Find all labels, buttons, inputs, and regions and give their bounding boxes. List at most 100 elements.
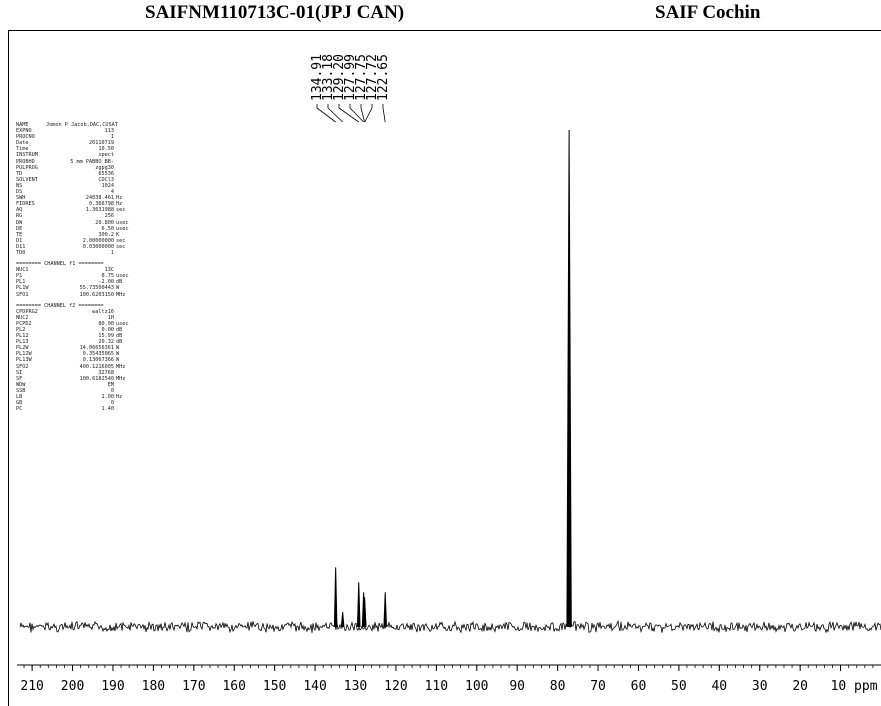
acquisition-parameters: NAME Jomon P Jacob,DAC,CUSAT EXPNO 113 PROCN…: [16, 122, 130, 412]
x-tick-label: 160: [222, 679, 245, 694]
param-unit: dB: [116, 279, 123, 286]
param-unit: dB: [116, 333, 123, 340]
param-name: CPDPRG2: [16, 308, 38, 315]
param-value: 32768: [98, 369, 114, 376]
channel-header: ======== CHANNEL f2 ========: [16, 302, 104, 309]
spectrum-peak: [340, 612, 345, 628]
param-row: AQ 1.3631988 sec: [16, 207, 130, 213]
x-tick-label: 180: [142, 679, 165, 694]
param-value: 6.50: [101, 225, 115, 232]
param-row: DS 4: [16, 189, 130, 195]
param-name: PROCNO: [16, 134, 35, 141]
peak-label-connector: [338, 104, 359, 123]
param-row: PL12 15.99 dB: [16, 333, 130, 339]
spectrum-title: SAIFNM110713C-01(JPJ CAN): [145, 2, 405, 23]
param-name: TE: [16, 231, 23, 238]
param-name: EXPNO: [16, 128, 32, 135]
param-name: GB: [16, 400, 23, 407]
param-name: PL12: [16, 333, 29, 340]
param-value: 80.00: [98, 320, 114, 327]
param-name: PL2: [16, 327, 26, 333]
param-value: 2.00000000: [82, 237, 114, 244]
param-row: TD 65536: [16, 171, 130, 177]
param-value: 1024: [101, 182, 115, 189]
x-tick-label: 10 ppm: [831, 679, 878, 694]
param-row: P1 8.75 usec: [16, 273, 130, 279]
param-unit: K: [116, 231, 120, 238]
x-tick-label: 190: [101, 679, 124, 694]
param-name: NUC2: [16, 314, 29, 321]
x-tick-label: 140: [303, 679, 326, 694]
param-unit: W: [116, 357, 120, 364]
param-value: 20.800: [95, 219, 114, 226]
param-row: DW 20.800 usec: [16, 220, 130, 226]
peak-label: 134.91: [310, 54, 325, 101]
param-value: 0.13067366: [82, 357, 114, 364]
param-value: 1H: [107, 314, 114, 321]
param-value: 65536: [98, 170, 114, 177]
param-row: RG 256: [16, 213, 130, 219]
param-row: D1 2.00000000 sec: [16, 238, 130, 244]
param-value: 13C: [104, 267, 114, 274]
param-unit: usec: [116, 320, 129, 327]
param-row: PROCNO 1: [16, 134, 130, 140]
param-unit: W: [116, 285, 120, 292]
param-row: TD0 1: [16, 250, 130, 256]
param-row: PL2W 14.06656361 W: [16, 345, 130, 351]
peak-label: 122.65: [376, 54, 391, 101]
param-row: PULPROG zgpg30: [16, 165, 130, 171]
param-value: 256: [104, 213, 114, 220]
param-name: TD0: [16, 249, 26, 256]
param-unit: MHz: [116, 363, 126, 370]
peak-label-connector: [316, 104, 336, 123]
param-row: TE 300.2 K: [16, 232, 130, 238]
param-name: NAME: [16, 122, 29, 128]
param-value: 4: [110, 189, 114, 196]
param-value: Jomon P Jacob,DAC,CUSAT: [46, 122, 118, 128]
param-row: CPDPRG2 waltz16: [16, 309, 130, 315]
spectrum-peak: [383, 592, 388, 628]
param-value: -2.00: [98, 279, 114, 286]
param-value: 0.03000000: [82, 243, 114, 250]
param-row: PL13W 0.13067366 W: [16, 357, 130, 363]
param-row: SFO1 100.6203150 MHz: [16, 292, 130, 298]
param-unit: W: [116, 345, 120, 352]
param-row: SSB 0: [16, 388, 130, 394]
param-row: SWH 24038.461 Hz: [16, 195, 130, 201]
param-value: 1: [110, 249, 114, 256]
param-unit: sec: [116, 243, 126, 250]
param-row: NUC1 13C: [16, 267, 130, 273]
x-tick-label: 20: [792, 679, 808, 694]
param-value: 1: [110, 134, 114, 141]
param-value: 100.6182540: [79, 375, 114, 382]
param-name: INSTRUM: [16, 152, 38, 159]
param-name: FIDRES: [16, 201, 35, 208]
param-name: TD: [16, 170, 23, 177]
param-unit: Hz: [116, 394, 123, 401]
param-row: PCPD2 80.00 usec: [16, 321, 130, 327]
param-value: 55.73500443: [79, 285, 114, 292]
plot-frame: [8, 30, 881, 706]
param-value: EM: [107, 381, 114, 388]
param-name: SWH: [16, 195, 26, 202]
param-value: 20110719: [89, 140, 114, 147]
facility-title: SAIF Cochin: [655, 2, 761, 23]
param-row: Time 10.50: [16, 146, 130, 152]
param-row: Date_ 20110719: [16, 140, 130, 146]
param-unit: sec: [116, 207, 126, 214]
param-name: PULPROG: [16, 164, 38, 171]
param-unit: MHz: [116, 375, 126, 382]
param-row: INSTRUM spect: [16, 152, 130, 158]
param-value: 0: [110, 387, 114, 394]
x-tick-label: 30: [752, 679, 768, 694]
param-name: PL1: [16, 279, 26, 286]
x-tick-label: 100: [465, 679, 488, 694]
param-value: 1.40: [101, 406, 115, 413]
x-tick-label: 110: [425, 679, 448, 694]
param-value: 300.2: [98, 231, 114, 238]
spectrum-peak: [356, 582, 361, 628]
param-name: SSB: [16, 387, 26, 394]
param-row: D11 0.03000000 sec: [16, 244, 130, 250]
param-name: WDW: [16, 381, 26, 388]
